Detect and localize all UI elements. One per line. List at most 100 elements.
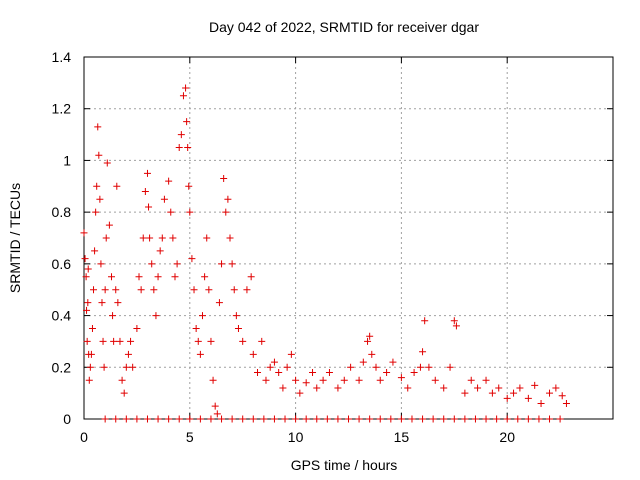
data-point: [364, 337, 372, 345]
data-point: [145, 203, 153, 211]
data-point: [116, 337, 124, 345]
data-point: [218, 415, 226, 423]
data-point: [96, 195, 104, 203]
data-point: [133, 325, 141, 332]
data-point: [141, 187, 149, 195]
x-tick-label: 15: [394, 429, 410, 445]
y-tick-label: 0.6: [52, 256, 72, 272]
data-point: [112, 286, 120, 294]
data-point: [397, 374, 405, 382]
data-point: [503, 394, 511, 402]
data-point: [368, 350, 376, 358]
data-points: [80, 84, 570, 423]
data-point: [313, 415, 321, 423]
x-tick-label: 5: [186, 429, 194, 445]
data-point: [493, 415, 501, 423]
data-point: [431, 376, 439, 384]
data-point: [207, 415, 215, 423]
data-point: [440, 384, 448, 392]
data-point: [194, 337, 202, 345]
data-point: [461, 389, 469, 397]
data-point: [531, 381, 539, 389]
data-point: [230, 286, 238, 294]
data-point: [112, 415, 120, 423]
data-point: [302, 415, 310, 423]
data-point: [158, 234, 166, 242]
data-point: [556, 415, 564, 423]
data-point: [92, 208, 100, 216]
data-point: [90, 286, 98, 294]
data-point: [185, 182, 193, 190]
data-point: [196, 415, 204, 423]
data-point: [347, 363, 355, 371]
data-point: [154, 415, 162, 423]
data-point: [535, 415, 543, 423]
data-point: [309, 368, 317, 376]
data-point: [537, 399, 545, 407]
data-point: [101, 286, 109, 294]
chart-title: Day 042 of 2022, SRMTID for receiver dga…: [209, 19, 479, 35]
data-point: [198, 312, 206, 320]
data-point: [100, 363, 108, 371]
data-point: [201, 273, 209, 281]
data-point: [196, 350, 204, 358]
data-point: [334, 384, 342, 392]
data-point: [258, 337, 266, 345]
data-point: [262, 376, 270, 384]
data-point: [421, 317, 429, 325]
data-point: [87, 350, 95, 358]
data-point: [215, 299, 223, 307]
data-point: [452, 322, 460, 330]
data-point: [175, 415, 183, 423]
data-point: [562, 399, 570, 407]
data-point: [249, 350, 257, 358]
data-point: [83, 337, 91, 345]
data-point: [419, 415, 427, 423]
data-point: [148, 260, 156, 268]
data-point: [205, 286, 213, 294]
data-point: [118, 376, 126, 384]
data-point: [171, 273, 179, 281]
data-point: [186, 208, 194, 216]
data-point: [83, 306, 91, 314]
data-point: [340, 376, 348, 384]
data-point: [446, 363, 454, 371]
data-point: [165, 177, 173, 185]
data-point: [482, 415, 490, 423]
data-point: [234, 325, 242, 332]
data-point: [224, 195, 232, 203]
data-point: [461, 415, 469, 423]
data-point: [387, 415, 395, 423]
data-point: [239, 415, 247, 423]
data-point: [209, 376, 217, 384]
data-point: [325, 368, 333, 376]
data-point: [510, 389, 518, 397]
data-point: [524, 415, 532, 423]
data-point: [302, 379, 310, 387]
data-point: [425, 363, 433, 371]
data-point: [93, 182, 101, 190]
x-tick-label: 10: [288, 429, 304, 445]
data-point: [188, 255, 196, 263]
data-point: [495, 384, 503, 392]
data-point: [150, 286, 158, 294]
data-point: [167, 208, 175, 216]
data-point: [482, 376, 490, 384]
x-tick-label: 0: [80, 429, 88, 445]
data-point: [383, 368, 391, 376]
data-point: [416, 363, 424, 371]
data-point: [516, 384, 524, 392]
data-point: [260, 415, 268, 423]
data-point: [94, 123, 102, 131]
data-point: [558, 392, 566, 400]
data-point: [471, 415, 479, 423]
data-point: [279, 384, 287, 392]
data-point: [129, 363, 137, 371]
y-tick-label: 0.2: [52, 359, 72, 375]
data-point: [232, 312, 240, 320]
data-point: [192, 325, 200, 332]
y-tick-label: 0: [63, 411, 71, 427]
data-point: [355, 376, 363, 384]
data-point: [88, 325, 96, 332]
data-point: [283, 363, 291, 371]
